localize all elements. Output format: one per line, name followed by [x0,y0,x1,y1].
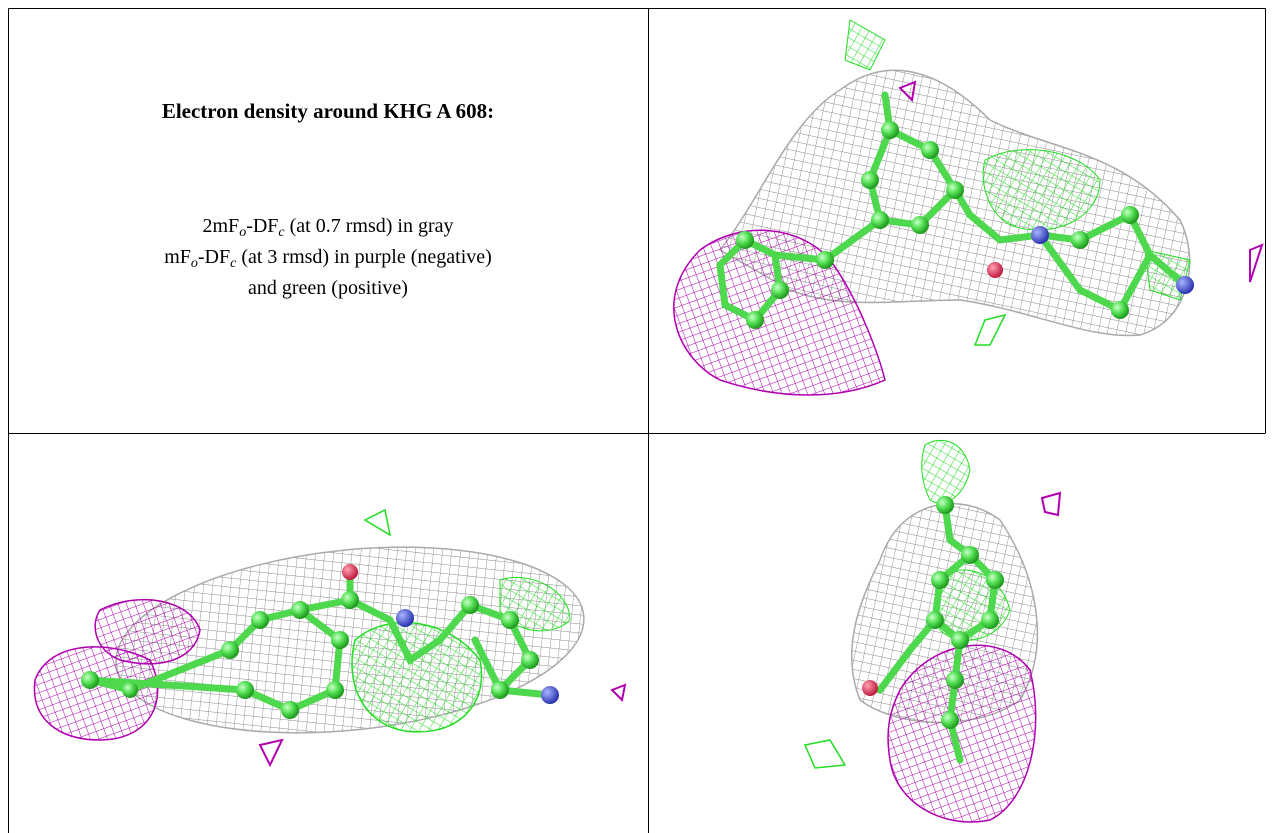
caption-text: 2mF [202,215,240,237]
caption-text: (at 3 rmsd) in purple (negative) [236,246,492,268]
atoms [736,121,1194,329]
caption-line: mFo-DFc (at 3 rmsd) in purple (negative) [9,245,647,276]
caption-text: (at 0.7 rmsd) in gray [284,215,454,237]
caption-line: 2mFo-DFc (at 0.7 rmsd) in gray [9,214,647,245]
subscript: o [190,256,198,271]
density-view-2 [33,508,627,768]
atoms [862,496,1004,729]
caption-line: and green (positive) [9,276,647,301]
caption-cell: Electron density around KHG A 608: 2mFo-… [9,9,647,432]
caption-text: -DF [197,246,231,268]
caption-title: Electron density around KHG A 608: [161,99,495,123]
caption-text: and green (positive) [248,277,408,299]
atoms [81,564,559,719]
density-view-3 [803,439,1062,823]
caption-text: mF [164,246,191,268]
density-view-1 [673,19,1264,396]
table-borders [8,8,1266,833]
subscript: c [230,256,237,271]
caption-text: -DF [246,215,279,237]
subscript: o [239,225,247,240]
subscript: c [278,225,285,240]
caption-lines: 2mFo-DFc (at 0.7 rmsd) in gray mFo-DFc (a… [9,214,647,301]
